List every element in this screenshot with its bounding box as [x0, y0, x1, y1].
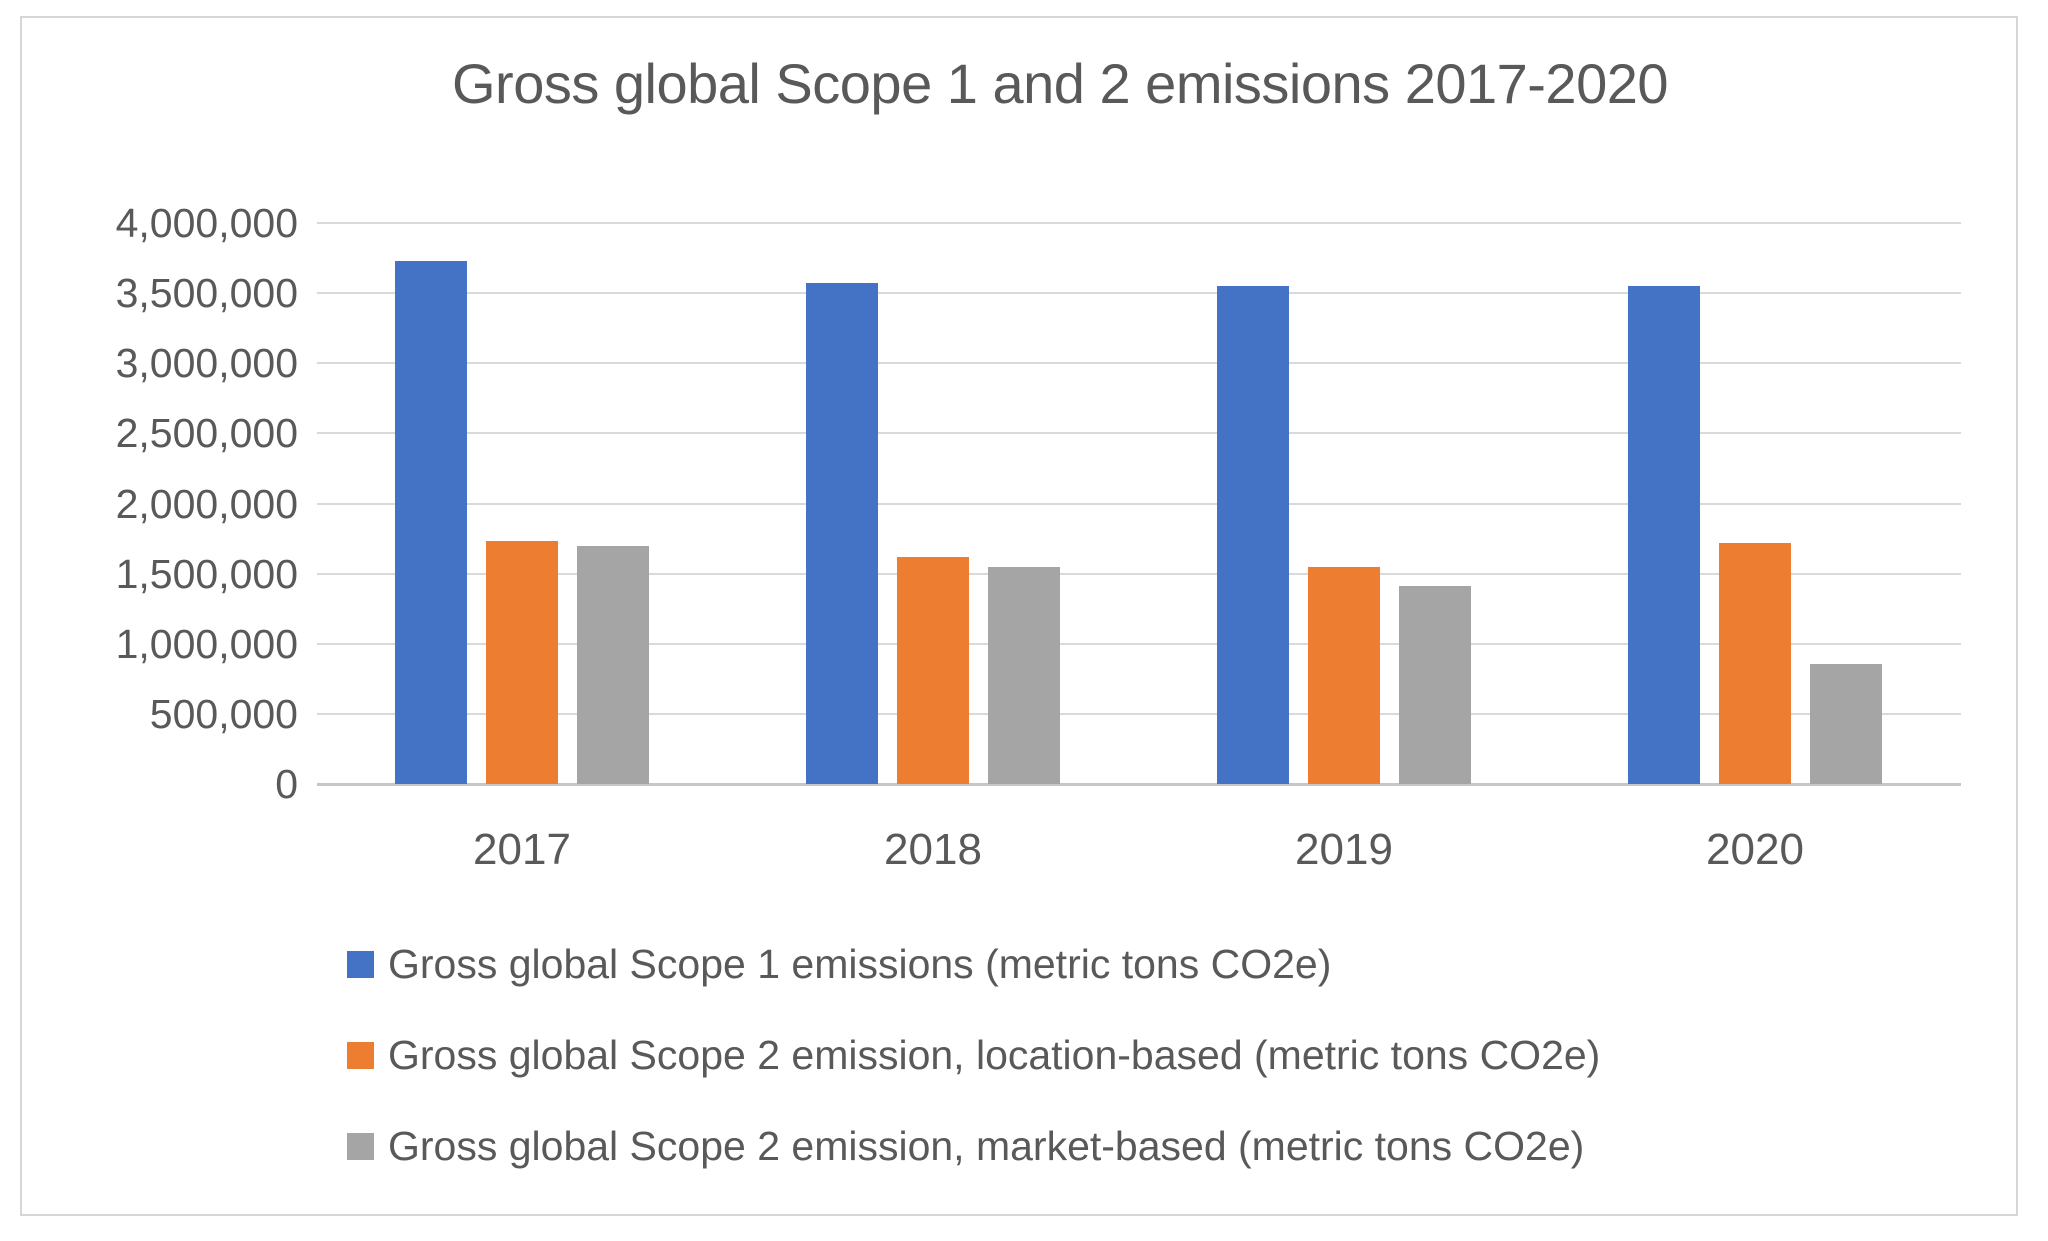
x-axis-tick-label: 2017 [473, 825, 571, 874]
y-axis-tick-label: 4,000,000 [115, 200, 298, 246]
bar-2020-scope2-location [1719, 543, 1791, 784]
x-axis-tick-label: 2020 [1706, 825, 1804, 874]
legend-label-scope2-market: Gross global Scope 2 emission, market-ba… [388, 1122, 1585, 1169]
legend-item-scope1: Gross global Scope 1 emissions (metric t… [347, 937, 1331, 991]
bar-2018-scope2-market [988, 567, 1060, 784]
y-axis-tick-label: 0 [275, 761, 298, 807]
bar-2020-scope1 [1628, 286, 1700, 784]
y-axis-tick-label: 1,000,000 [115, 621, 298, 667]
y-axis-tick-label: 500,000 [149, 691, 298, 737]
bar-2017-scope1 [395, 261, 467, 784]
bar-2018-scope2-location [897, 557, 969, 784]
bar-2019-scope1 [1217, 286, 1289, 784]
y-axis-tick-label: 2,500,000 [115, 410, 298, 456]
legend-swatch-scope2-location [347, 1041, 374, 1069]
legend-label-scope2-location: Gross global Scope 2 emission, location-… [388, 1031, 1601, 1078]
x-axis-line [317, 783, 1961, 786]
bar-2019-scope2-market [1399, 586, 1471, 784]
x-axis-tick-label: 2019 [1295, 825, 1393, 874]
gridline [317, 503, 1961, 505]
gridline [317, 713, 1961, 715]
gridline [317, 292, 1961, 294]
bar-2017-scope2-location [486, 541, 558, 784]
bar-2019-scope2-location [1308, 567, 1380, 784]
gridline [317, 362, 1961, 364]
y-axis-tick-label: 1,500,000 [115, 551, 298, 597]
x-axis-tick-label: 2018 [884, 825, 982, 874]
bar-2017-scope2-market [577, 546, 649, 784]
legend-item-scope2-location: Gross global Scope 2 emission, location-… [347, 1028, 1600, 1082]
gridline [317, 432, 1961, 434]
legend-swatch-scope1 [347, 950, 374, 978]
gridline [317, 222, 1961, 224]
legend-swatch-scope2-market [347, 1132, 374, 1160]
legend-item-scope2-market: Gross global Scope 2 emission, market-ba… [347, 1119, 1584, 1173]
legend-label-scope1: Gross global Scope 1 emissions (metric t… [388, 940, 1332, 987]
gridline [317, 643, 1961, 645]
chart-title: Gross global Scope 1 and 2 emissions 201… [452, 52, 1669, 115]
y-axis-tick-label: 2,000,000 [115, 481, 298, 527]
bar-2020-scope2-market [1810, 664, 1882, 784]
bar-2018-scope1 [806, 283, 878, 784]
y-axis-tick-label: 3,000,000 [115, 340, 298, 386]
gridline [317, 573, 1961, 575]
y-axis-tick-label: 3,500,000 [115, 270, 298, 316]
